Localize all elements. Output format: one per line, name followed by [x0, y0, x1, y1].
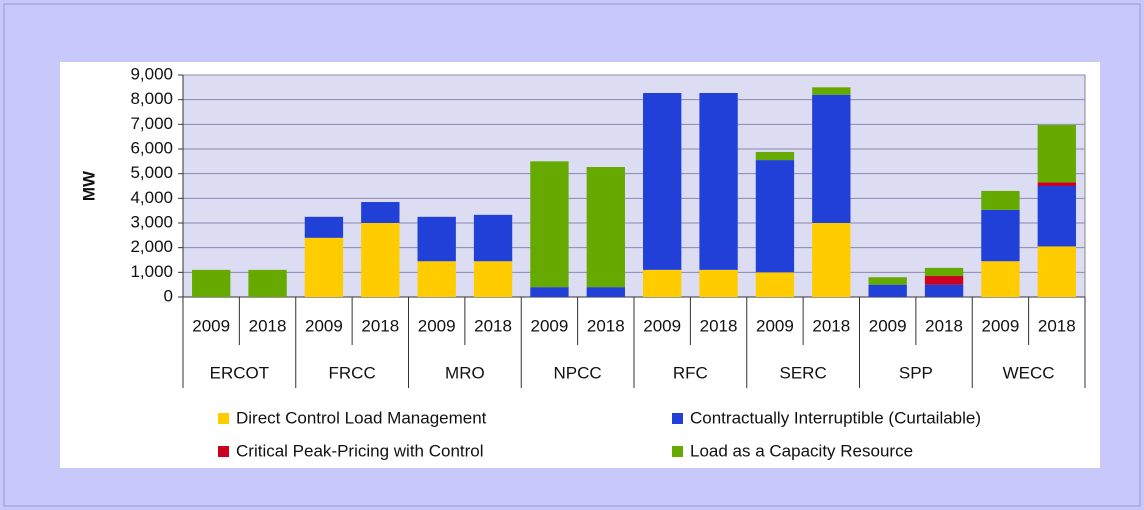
bar-segment — [530, 287, 569, 297]
y-tick-label: 2,000 — [130, 237, 173, 256]
group-label: SPP — [899, 363, 933, 382]
bar-segment — [924, 284, 964, 297]
bar-segment — [755, 160, 795, 273]
group-label: SERC — [780, 363, 827, 382]
x-tick-label: 2009 — [531, 316, 569, 335]
bar-segment — [981, 261, 1020, 297]
bar-segment — [868, 277, 907, 285]
bar-segment — [755, 151, 795, 161]
x-tick-label: 2009 — [643, 316, 681, 335]
bar-segment — [417, 216, 456, 262]
bar-segment — [1037, 246, 1076, 297]
bar-segment — [924, 267, 964, 277]
y-tick-label: 1,000 — [130, 262, 173, 281]
x-tick-label: 2018 — [1038, 316, 1076, 335]
y-tick-label: 9,000 — [130, 64, 173, 83]
x-tick-label: 2009 — [869, 316, 907, 335]
bar-segment — [812, 94, 851, 223]
x-tick-label: 2018 — [361, 316, 399, 335]
bar-segment — [699, 93, 738, 270]
group-label: ERCOT — [210, 363, 270, 382]
group-label: WECC — [1003, 363, 1055, 382]
bar-segment — [248, 269, 287, 297]
bar-segment — [417, 261, 456, 297]
group-label: NPCC — [554, 363, 602, 382]
bar-segment — [473, 261, 513, 297]
bar-segment — [1037, 186, 1076, 247]
y-tick-label: 3,000 — [130, 212, 173, 231]
frame-border — [3, 3, 1141, 507]
x-tick-label: 2009 — [982, 316, 1020, 335]
bar-segment — [361, 223, 400, 297]
x-tick-label: 2018 — [474, 316, 512, 335]
bar-segment — [924, 276, 964, 285]
bar-segment — [868, 284, 907, 297]
x-tick-label: 2009 — [305, 316, 343, 335]
bar-segment — [304, 216, 344, 238]
legend-label: Contractually Interruptible (Curtailable… — [690, 408, 981, 427]
legend-swatch — [218, 446, 229, 457]
y-tick-label: 7,000 — [130, 114, 173, 133]
bar-segment — [643, 269, 682, 297]
group-label: FRCC — [329, 363, 376, 382]
x-tick-label: 2018 — [812, 316, 850, 335]
group-label: RFC — [673, 363, 708, 382]
y-axis-label: MW — [79, 170, 98, 201]
bar-segment — [586, 287, 625, 297]
x-tick-label: 2009 — [756, 316, 794, 335]
bar-segment — [304, 237, 344, 297]
x-tick-label: 2018 — [925, 316, 963, 335]
group-label: MRO — [445, 363, 485, 382]
bar-segment — [473, 214, 513, 262]
bar-segment — [586, 167, 625, 288]
x-tick-label: 2018 — [249, 316, 287, 335]
bar-segment — [812, 87, 851, 95]
y-tick-label: 5,000 — [130, 163, 173, 182]
x-tick-label: 2018 — [587, 316, 625, 335]
legend-swatch — [672, 446, 683, 457]
legend-swatch — [672, 413, 683, 424]
legend-label: Direct Control Load Management — [236, 408, 487, 427]
x-tick-label: 2009 — [418, 316, 456, 335]
bar-segment — [755, 272, 795, 297]
legend-label: Load as a Capacity Resource — [690, 441, 913, 460]
legend-label: Critical Peak-Pricing with Control — [236, 441, 484, 460]
y-tick-label: 0 — [164, 286, 173, 305]
bar-segment — [1037, 125, 1076, 183]
legend-swatch — [218, 413, 229, 424]
x-tick-label: 2009 — [192, 316, 230, 335]
bar-segment — [530, 161, 569, 288]
bar-segment — [361, 202, 400, 223]
y-tick-label: 4,000 — [130, 188, 173, 207]
bar-segment — [699, 269, 738, 297]
bar-segment — [981, 209, 1020, 262]
bar-segment — [981, 190, 1020, 210]
x-tick-label: 2018 — [700, 316, 738, 335]
bar-segment — [192, 269, 231, 297]
y-tick-label: 6,000 — [130, 138, 173, 157]
bar-segment — [1037, 182, 1076, 186]
y-tick-label: 8,000 — [130, 89, 173, 108]
bar-segment — [812, 223, 851, 297]
bar-segment — [643, 93, 682, 270]
